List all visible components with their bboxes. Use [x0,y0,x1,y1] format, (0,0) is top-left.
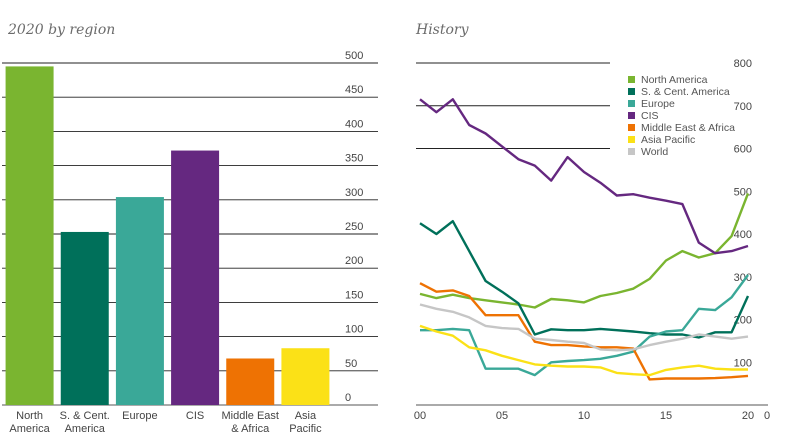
series-line-world [419,303,749,352]
bar [115,197,164,405]
line-y-tick-label: 100 [734,357,752,369]
line-y-tick-label: 500 [734,186,752,198]
series-line-middle-east-africa [419,282,749,381]
bar-y-tick-label: 500 [345,50,363,62]
line-chart-title: History [416,22,469,38]
bar [5,66,54,406]
bar-chart-title: 2020 by region [8,22,116,38]
legend-swatch [628,112,635,119]
legend-swatch [628,100,635,107]
bar-x-tick-label: & Africa [231,423,270,435]
bar-y-tick-label: 350 [345,153,363,165]
line-x-tick-label: 20 [742,410,754,422]
line-y-tick-label: 600 [734,144,752,156]
bar-y-tick-label: 0 [345,392,351,404]
bar [281,348,330,405]
legend-label: S. & Cent. America [641,86,730,98]
line-y-tick-label: 400 [734,229,752,241]
bar [60,231,109,405]
legend-label: North America [641,74,708,86]
bar-x-tick-label: America [65,423,106,435]
bar-y-tick-label: 450 [345,84,363,96]
line-x-tick-label: 15 [660,410,672,422]
legend-swatch [628,76,635,83]
series-line-cis [419,98,749,255]
series-line-asia-pacific [419,324,748,377]
bar-y-tick-label: 50 [345,358,357,370]
bar-x-tick-label: S. & Cent. [60,410,110,422]
legend-swatch [628,148,635,155]
bar-y-tick-label: 300 [345,187,363,199]
legend-label: Asia Pacific [641,134,695,146]
bar-x-tick-label: Europe [122,410,157,422]
legend-label: Europe [641,98,675,110]
bar [226,358,275,405]
line-x-tick-label: 00 [414,410,426,422]
line-x-tick-label: 10 [578,410,590,422]
legend-label: World [641,146,668,158]
legend-label: Middle East & Africa [641,122,735,134]
series-line-north-america [419,192,750,309]
regional-bar-chart: 050100150200250300350400450500NorthAmeri… [2,50,378,435]
bar-y-tick-label: 150 [345,289,363,301]
bar-x-tick-label: CIS [186,410,204,422]
bar-y-tick-label: 400 [345,118,363,130]
bar-y-tick-label: 200 [345,255,363,267]
bar-y-tick-label: 100 [345,324,363,336]
bar-y-tick-label: 250 [345,221,363,233]
legend-swatch [628,88,635,95]
series-line-s-cent-america [419,219,750,339]
legend-swatch [628,124,635,131]
legend-label: CIS [641,110,659,122]
bar-x-tick-label: Asia [295,410,317,422]
legend-swatch [628,136,635,143]
bar [171,150,220,405]
line-y-tick-label: 700 [734,101,752,113]
line-y-tick-label: 800 [734,58,752,70]
bar-x-tick-label: Middle East [222,410,279,422]
bar-x-tick-label: America [9,423,50,435]
line-x-tick-label: 05 [496,410,508,422]
line-y-zero-label: 0 [764,410,770,422]
bar-x-tick-label: Pacific [289,423,322,435]
bar-x-tick-label: North [16,410,43,422]
series-line-europe [420,274,749,377]
